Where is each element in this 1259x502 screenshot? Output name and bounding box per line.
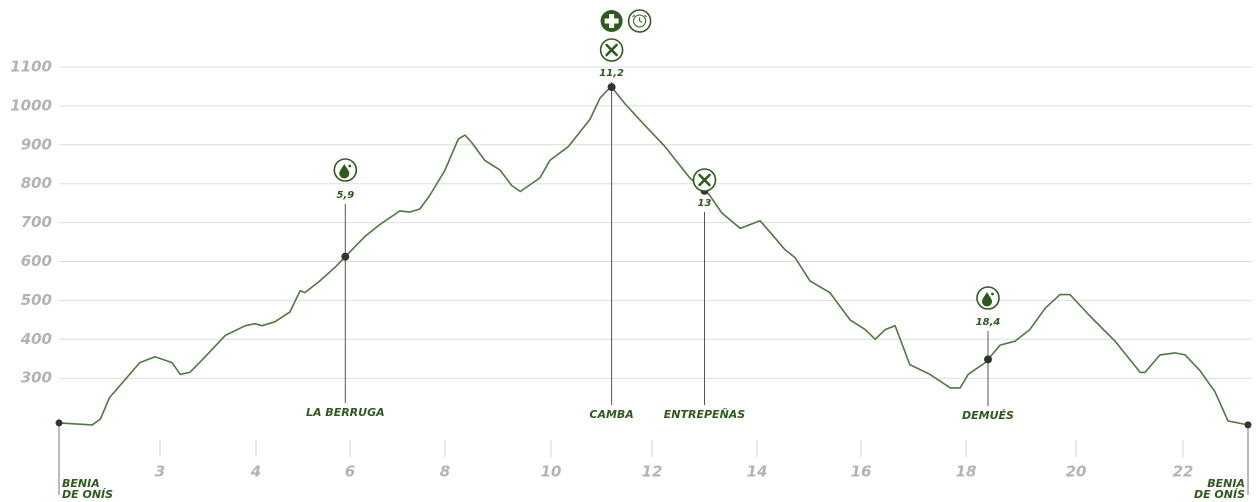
- icon-glyph: [348, 164, 352, 168]
- marker-km-label: 11,2: [599, 68, 624, 79]
- icon-food: [692, 168, 717, 192]
- icon-glyph: [698, 173, 711, 187]
- y-tick-label: 800: [21, 174, 52, 192]
- start-point: [55, 419, 63, 427]
- y-tick-label: 900: [21, 135, 52, 153]
- icon-drop: [976, 286, 1000, 310]
- marker-point: [341, 252, 350, 261]
- icon-drop: [333, 158, 358, 182]
- marker-point: [984, 355, 992, 364]
- x-tick-label: 20: [1066, 463, 1087, 481]
- marker-place-label: DEMUÉS: [962, 409, 1014, 422]
- x-tick-label: 16: [851, 463, 872, 481]
- end-label: BENIA: [1207, 477, 1245, 490]
- marker-km-label: 18,4: [976, 317, 1001, 328]
- x-tick-label: 8: [440, 463, 450, 481]
- icon-aid: [600, 10, 623, 32]
- x-tick-label: 22: [1173, 463, 1194, 481]
- y-tick-label: 500: [21, 291, 52, 309]
- y-tick-label: 300: [21, 369, 52, 387]
- x-tick-label: 10: [541, 463, 562, 481]
- x-tick-label: 3: [155, 463, 165, 481]
- y-tick-label: 600: [21, 252, 52, 270]
- x-tick-label: 4: [250, 463, 261, 481]
- x-tick-label: 12: [642, 463, 663, 481]
- icon-glyph: [991, 292, 994, 296]
- elevation-line: [58, 85, 1249, 426]
- icon-glyph: [982, 292, 992, 307]
- marker-point: [607, 83, 616, 92]
- icon-glyph: [633, 14, 647, 28]
- x-tick-label: 14: [747, 463, 768, 481]
- icon-clock: [627, 9, 652, 33]
- icon-glyph: [604, 14, 619, 28]
- y-tick-label: 1100: [10, 58, 52, 76]
- end-label: DE ONÍS: [1194, 488, 1245, 501]
- x-tick-label: 18: [956, 463, 977, 481]
- icon-glyph: [605, 43, 618, 57]
- start-label: DE ONÍS: [62, 488, 113, 501]
- y-tick-label: 1000: [10, 96, 52, 114]
- start-label: BENIA: [62, 477, 100, 490]
- marker-place-label: ENTREPEÑAS: [664, 408, 746, 421]
- marker-place-label: CAMBA: [589, 408, 633, 421]
- icon-food: [599, 38, 624, 62]
- marker-place-label: LA BERRUGA: [306, 406, 385, 419]
- icon-glyph: [339, 164, 350, 179]
- marker-km-label: 13: [698, 198, 712, 209]
- y-tick-label: 400: [20, 330, 52, 348]
- x-tick-label: 6: [345, 463, 355, 481]
- y-tick-label: 700: [21, 213, 52, 231]
- end-point: [1244, 421, 1252, 429]
- icon-glyph: [632, 14, 647, 23]
- marker-km-label: 5,9: [336, 190, 354, 201]
